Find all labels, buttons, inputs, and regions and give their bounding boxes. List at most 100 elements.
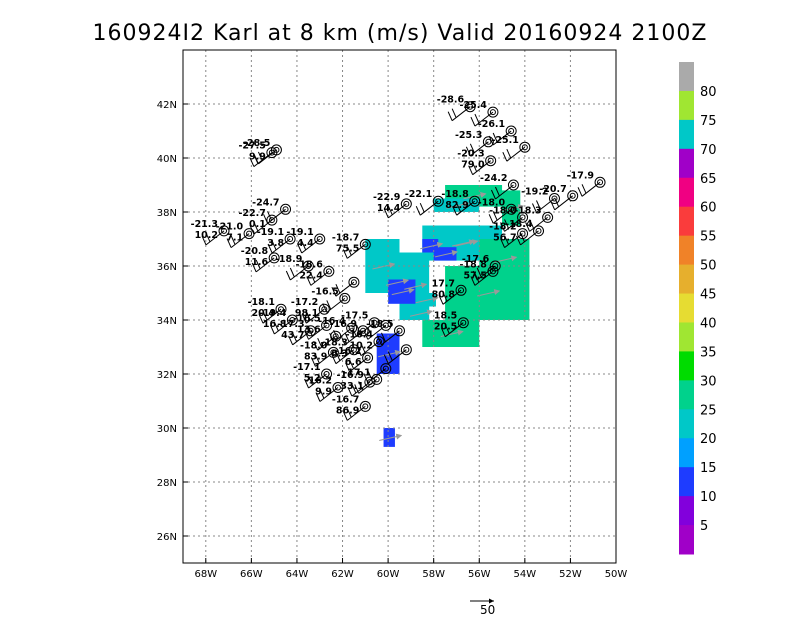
observation xyxy=(383,344,412,365)
wind-barb xyxy=(271,238,291,254)
station-ring-inner xyxy=(597,179,604,186)
wind-barb-flag xyxy=(381,332,386,343)
x-tick-label: 50W xyxy=(605,569,628,580)
observation-label: -17.1 xyxy=(293,362,320,373)
observation-label: -20.8 xyxy=(241,246,269,257)
observation-label: -25.4 xyxy=(460,100,488,111)
observation: -16.933.1 xyxy=(336,370,376,397)
observation-layer: -28.6-25.4-26.1-25.3 -25.1-20.379.0-24.2-… xyxy=(191,95,606,421)
wind-barb-flag xyxy=(301,313,307,324)
station-ring xyxy=(487,106,499,118)
observation-label: 10.2 xyxy=(350,341,373,352)
station-ring xyxy=(505,203,517,215)
wind-vector xyxy=(477,289,501,297)
station-ring-inner xyxy=(323,322,330,329)
wind-barb xyxy=(536,198,555,213)
station-ring-inner xyxy=(510,182,517,188)
station-ring-inner xyxy=(341,295,348,302)
wind-barb-flag xyxy=(444,324,450,334)
station-ring xyxy=(542,211,554,223)
y-tick-label: 28N xyxy=(157,478,177,489)
observation-label: -22.7 xyxy=(238,208,265,219)
wind-barb-flag xyxy=(554,197,560,208)
observation-label: -17.1 xyxy=(343,367,370,378)
station-ring-inner xyxy=(277,306,284,313)
wind-barb xyxy=(520,230,539,246)
observation-label: -16.2 xyxy=(305,376,332,387)
wind-barb-flag xyxy=(383,354,389,364)
wind-barb-flag xyxy=(310,273,316,283)
station-ring-inner xyxy=(471,198,478,205)
observation-label: -21.3 xyxy=(191,219,218,230)
wind-barb xyxy=(308,325,327,340)
wind-vector xyxy=(404,282,428,290)
station-ring xyxy=(432,195,444,207)
observation: -19.416.8 xyxy=(259,308,298,335)
wind-barb xyxy=(388,203,407,219)
observation: -18.622.4 xyxy=(295,259,335,286)
reference-arrow-head xyxy=(489,598,494,604)
station-ring xyxy=(323,265,335,277)
station-ring xyxy=(280,203,292,215)
station-ring xyxy=(332,382,344,393)
colorbar-swatch xyxy=(679,206,694,237)
y-tick-label: 32N xyxy=(157,370,177,381)
wind-vector xyxy=(452,239,476,247)
x-tick-label: 62W xyxy=(331,569,354,580)
station-ring-inner xyxy=(350,346,357,353)
station-ring xyxy=(339,292,351,304)
observation: -17.298.1 xyxy=(291,297,330,324)
wind-barb-flag xyxy=(267,211,273,221)
station-ring xyxy=(302,260,314,272)
observation: -16.513.6 xyxy=(293,313,333,340)
wind-barb-flag xyxy=(333,329,339,340)
observation-label: -28.5 xyxy=(243,138,270,149)
observation-label: -22.9 xyxy=(373,192,400,203)
wind-barb-flag xyxy=(472,270,478,281)
observation-label: 20.5 xyxy=(434,322,457,333)
observation-label: 13.6 xyxy=(297,324,321,335)
wind-barb-flag xyxy=(308,327,314,337)
station-ring-inner xyxy=(396,327,403,334)
wind-barb xyxy=(255,257,275,273)
colorbar-swatch xyxy=(679,177,694,208)
wind-barb-flag xyxy=(438,295,444,305)
observation-label: 75.5 xyxy=(336,243,359,254)
wind-barb-flag xyxy=(349,359,355,370)
wind-barb-flag xyxy=(319,389,325,399)
wind-field-cell xyxy=(415,293,436,307)
station-ring xyxy=(455,284,467,296)
observation-label: 86.9 xyxy=(336,405,359,416)
observation-label: -16.5 xyxy=(293,313,320,324)
observation-label: 3.8 xyxy=(267,238,284,249)
wind-barb-flag xyxy=(263,214,269,224)
observation-label: 20.4 xyxy=(252,308,276,319)
wind-barb-flag xyxy=(269,324,275,335)
station-ring-inner xyxy=(307,327,314,334)
wind-barb-flag xyxy=(335,283,341,294)
x-tick-label: 54W xyxy=(514,569,537,580)
colorbar-label: 20 xyxy=(700,432,717,447)
station-ring xyxy=(464,101,476,113)
wind-barb-flag xyxy=(351,327,357,337)
wind-barb-flag xyxy=(226,238,232,248)
station-ring xyxy=(380,363,392,375)
observation-label: 5.2 xyxy=(304,373,321,384)
colorbar-swatch xyxy=(679,409,694,439)
wind-barb-flag xyxy=(331,354,337,364)
wind-barb-flag xyxy=(317,337,323,348)
wind-barb-flag xyxy=(288,335,294,346)
x-axis: 68W 66W 64W 62W 60W 58W 56W 54W 52W 50W xyxy=(194,558,627,580)
wind-barb-flag xyxy=(289,267,295,278)
wind-barb-flag xyxy=(469,143,475,154)
station-ring-inner xyxy=(246,230,253,237)
wind-barb-flag xyxy=(581,184,587,194)
station-ring-inner xyxy=(271,254,278,261)
observation-label: 7.1 xyxy=(226,233,243,244)
station-ring xyxy=(487,265,499,277)
wind-barb-flag xyxy=(342,411,348,421)
wind-field-cell xyxy=(445,266,530,320)
observation: -18.120.4 xyxy=(248,297,287,324)
station-ring xyxy=(505,125,517,137)
station-ring-inner xyxy=(403,200,410,207)
